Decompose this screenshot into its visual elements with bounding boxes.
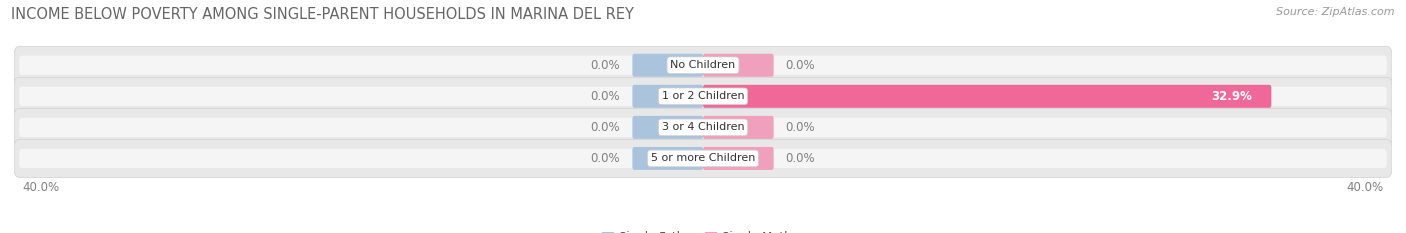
FancyBboxPatch shape bbox=[703, 147, 773, 170]
Text: 5 or more Children: 5 or more Children bbox=[651, 154, 755, 163]
Text: 0.0%: 0.0% bbox=[786, 152, 815, 165]
Text: 32.9%: 32.9% bbox=[1212, 90, 1253, 103]
Text: 0.0%: 0.0% bbox=[786, 59, 815, 72]
Text: 40.0%: 40.0% bbox=[1346, 181, 1384, 194]
Text: 0.0%: 0.0% bbox=[591, 121, 620, 134]
Text: 1 or 2 Children: 1 or 2 Children bbox=[662, 91, 744, 101]
FancyBboxPatch shape bbox=[633, 54, 703, 77]
Text: 0.0%: 0.0% bbox=[591, 90, 620, 103]
Text: 0.0%: 0.0% bbox=[591, 152, 620, 165]
Text: No Children: No Children bbox=[671, 60, 735, 70]
FancyBboxPatch shape bbox=[14, 46, 1392, 84]
FancyBboxPatch shape bbox=[633, 116, 703, 139]
FancyBboxPatch shape bbox=[633, 147, 703, 170]
Legend: Single Father, Single Mother: Single Father, Single Mother bbox=[598, 226, 808, 233]
Text: INCOME BELOW POVERTY AMONG SINGLE-PARENT HOUSEHOLDS IN MARINA DEL REY: INCOME BELOW POVERTY AMONG SINGLE-PARENT… bbox=[11, 7, 634, 22]
FancyBboxPatch shape bbox=[703, 54, 773, 77]
FancyBboxPatch shape bbox=[20, 56, 1386, 75]
FancyBboxPatch shape bbox=[14, 140, 1392, 177]
FancyBboxPatch shape bbox=[703, 116, 773, 139]
FancyBboxPatch shape bbox=[20, 87, 1386, 106]
Text: Source: ZipAtlas.com: Source: ZipAtlas.com bbox=[1277, 7, 1395, 17]
Text: 40.0%: 40.0% bbox=[22, 181, 60, 194]
Text: 0.0%: 0.0% bbox=[591, 59, 620, 72]
Text: 0.0%: 0.0% bbox=[786, 121, 815, 134]
FancyBboxPatch shape bbox=[703, 85, 1271, 108]
FancyBboxPatch shape bbox=[14, 108, 1392, 146]
FancyBboxPatch shape bbox=[633, 85, 703, 108]
Text: 3 or 4 Children: 3 or 4 Children bbox=[662, 122, 744, 132]
FancyBboxPatch shape bbox=[14, 77, 1392, 115]
FancyBboxPatch shape bbox=[20, 118, 1386, 137]
FancyBboxPatch shape bbox=[20, 149, 1386, 168]
